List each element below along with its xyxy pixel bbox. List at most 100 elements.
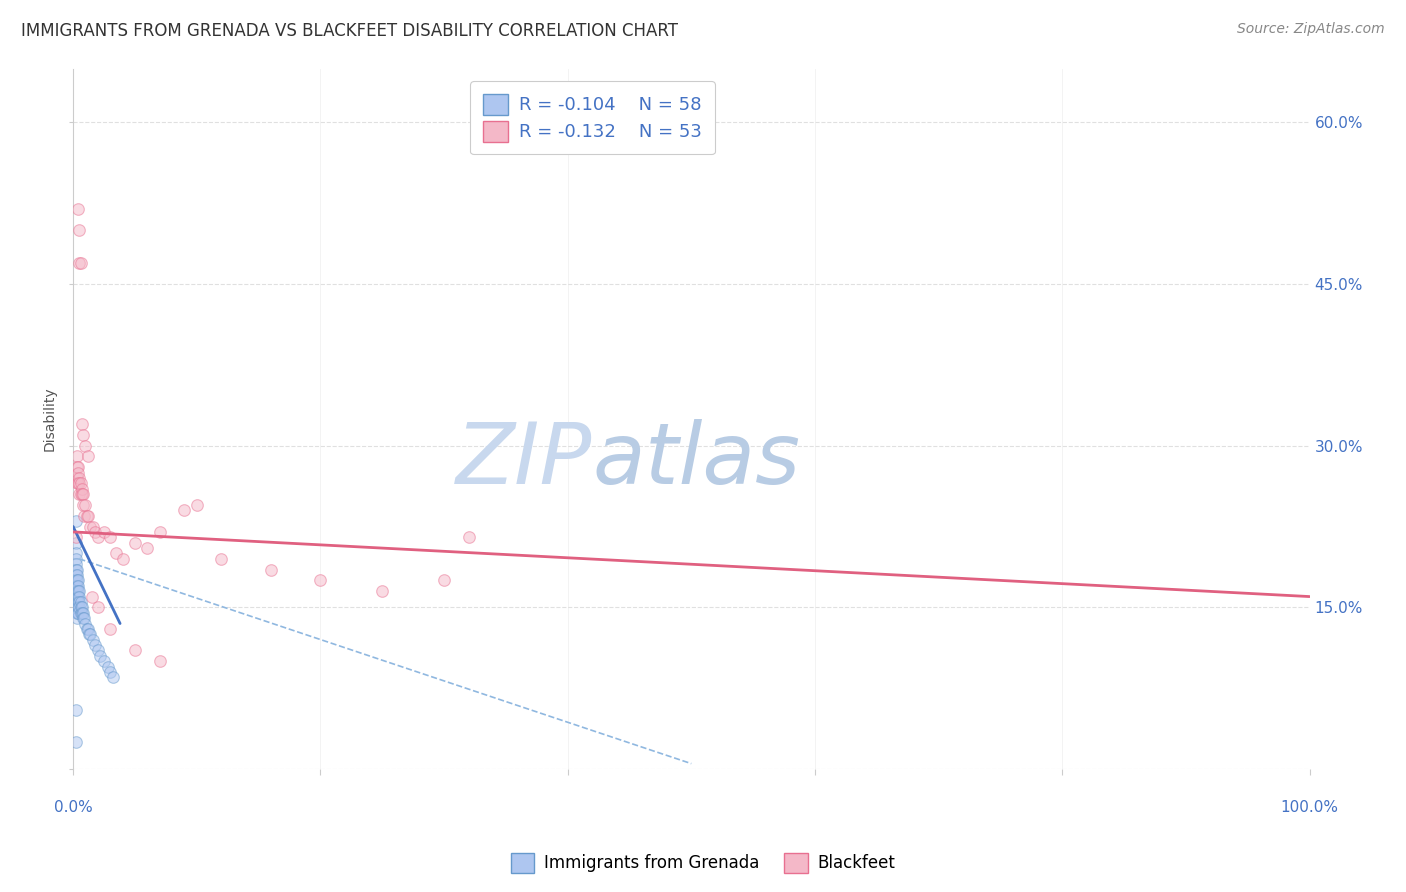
Point [66, 460, 89, 475]
Point [67, 574, 90, 588]
Point [67, 595, 90, 609]
Point [66, 563, 89, 577]
Point [66, 590, 89, 604]
Point [67, 595, 90, 609]
Point [136, 541, 159, 555]
Point [65, 579, 87, 593]
Text: 100.0%: 100.0% [1281, 799, 1339, 814]
Point [82, 632, 104, 647]
Point [124, 643, 146, 657]
Point [65, 703, 87, 717]
Point [309, 574, 332, 588]
Y-axis label: Disability: Disability [44, 386, 58, 451]
Point [69, 600, 91, 615]
Point [87, 600, 110, 615]
Point [66, 600, 89, 615]
Point [111, 552, 134, 566]
Point [457, 530, 479, 544]
Point [98, 530, 121, 544]
Point [69, 606, 91, 620]
Point [70, 487, 93, 501]
Text: Source: ZipAtlas.com: Source: ZipAtlas.com [1237, 22, 1385, 37]
Point [98, 622, 121, 636]
Point [65, 552, 87, 566]
Point [66, 450, 89, 464]
Point [173, 503, 195, 517]
Point [67, 600, 90, 615]
Point [77, 627, 100, 641]
Point [67, 600, 90, 615]
Point [77, 508, 100, 523]
Point [75, 498, 97, 512]
Legend: Immigrants from Grenada, Blackfeet: Immigrants from Grenada, Blackfeet [503, 847, 903, 880]
Point [66, 471, 89, 485]
Point [93, 654, 115, 668]
Point [67, 606, 90, 620]
Point [79, 627, 101, 641]
Point [76, 508, 98, 523]
Point [80, 590, 103, 604]
Point [124, 535, 146, 549]
Point [67, 590, 90, 604]
Point [73, 611, 96, 625]
Point [67, 584, 90, 599]
Point [72, 428, 94, 442]
Point [72, 611, 94, 625]
Point [67, 476, 90, 491]
Point [69, 255, 91, 269]
Point [72, 498, 94, 512]
Point [89, 648, 111, 663]
Point [66, 595, 89, 609]
Point [70, 417, 93, 432]
Point [75, 616, 97, 631]
Point [67, 487, 90, 501]
Point [67, 466, 90, 480]
Point [65, 568, 87, 582]
Point [69, 476, 91, 491]
Text: atlas: atlas [592, 419, 800, 502]
Point [66, 606, 89, 620]
Point [84, 524, 107, 539]
Point [65, 584, 87, 599]
Point [149, 524, 172, 539]
Point [79, 519, 101, 533]
Point [93, 524, 115, 539]
Point [76, 622, 98, 636]
Point [87, 530, 110, 544]
Point [260, 563, 283, 577]
Point [77, 450, 100, 464]
Point [66, 574, 89, 588]
Point [70, 482, 93, 496]
Point [66, 600, 89, 615]
Point [65, 574, 87, 588]
Point [66, 590, 89, 604]
Point [67, 223, 90, 237]
Point [211, 552, 233, 566]
Point [66, 584, 89, 599]
Text: ZIP: ZIP [456, 419, 592, 502]
Point [77, 622, 100, 636]
Point [73, 508, 96, 523]
Point [84, 638, 107, 652]
Point [65, 563, 87, 577]
Point [65, 535, 87, 549]
Point [97, 659, 120, 673]
Point [67, 590, 90, 604]
Point [70, 600, 93, 615]
Point [98, 665, 121, 679]
Point [433, 574, 456, 588]
Point [67, 584, 90, 599]
Point [67, 202, 90, 216]
Point [67, 255, 90, 269]
Point [72, 487, 94, 501]
Point [65, 735, 87, 749]
Point [186, 498, 208, 512]
Point [66, 606, 89, 620]
Point [67, 476, 90, 491]
Point [69, 487, 91, 501]
Point [101, 670, 124, 684]
Point [69, 595, 91, 609]
Point [371, 584, 394, 599]
Point [105, 546, 128, 560]
Point [65, 530, 87, 544]
